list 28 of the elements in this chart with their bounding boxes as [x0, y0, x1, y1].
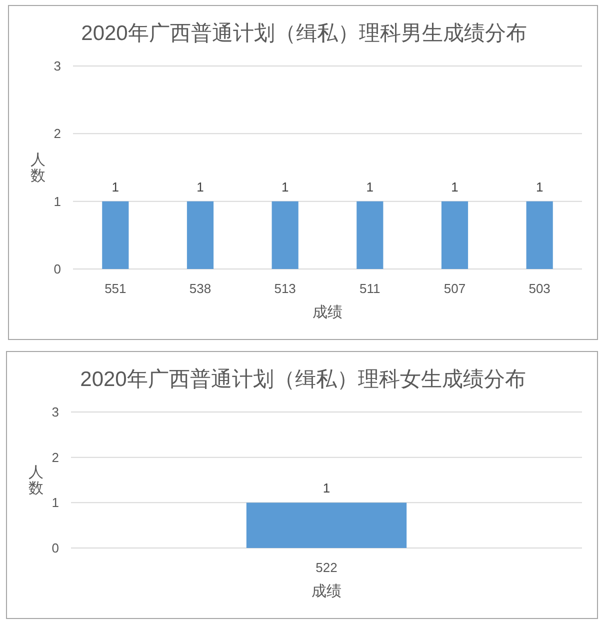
- y-tick-label: 1: [54, 194, 61, 209]
- x-tick-label: 551: [104, 281, 126, 296]
- data-label: 1: [196, 179, 204, 194]
- chart-title: 2020年广西普通计划（缉私）理科女生成绩分布: [80, 367, 526, 391]
- y-tick-label: 1: [52, 495, 59, 510]
- x-tick-label: 503: [528, 281, 550, 296]
- chart-title: 2020年广西普通计划（缉私）理科男生成绩分布: [81, 21, 527, 45]
- data-label: 1: [366, 179, 374, 194]
- data-label: 1: [536, 179, 544, 194]
- y-axis-title: 人数: [30, 152, 46, 184]
- x-axis-title: 成绩: [312, 583, 342, 600]
- y-tick-label: 0: [54, 262, 61, 276]
- y-tick-label: 3: [52, 404, 59, 420]
- y-axis-title: 人数: [28, 464, 44, 497]
- x-tick-label: 513: [274, 281, 296, 296]
- data-label: 1: [281, 179, 289, 194]
- y-tick-label: 2: [52, 450, 59, 465]
- x-tick-label: 522: [316, 560, 338, 575]
- x-tick-label: 538: [189, 281, 212, 296]
- data-label: 1: [112, 179, 120, 194]
- x-axis-title: 成绩: [312, 304, 342, 321]
- data-label: 1: [322, 480, 330, 496]
- y-tick-label: 2: [54, 126, 61, 142]
- x-tick-label: 507: [444, 281, 466, 296]
- data-label: 1: [451, 179, 458, 194]
- y-tick-label: 0: [52, 540, 59, 556]
- x-tick-label: 511: [360, 281, 380, 296]
- y-tick-label: 3: [54, 58, 61, 74]
